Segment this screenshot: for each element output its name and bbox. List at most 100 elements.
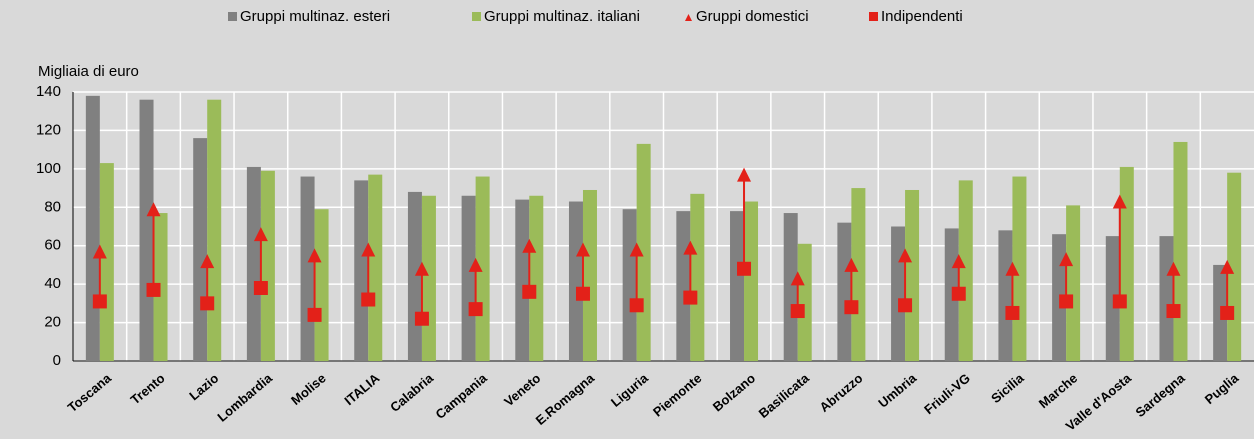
triangle-marker [790, 271, 805, 286]
triangle-marker [951, 254, 966, 269]
bar [851, 188, 866, 361]
bar [368, 174, 383, 361]
bar [421, 195, 436, 361]
bar [407, 191, 422, 361]
triangle-marker [307, 248, 322, 263]
y-tick-label: 0 [53, 352, 61, 369]
triangle-marker [575, 242, 590, 257]
bar [797, 243, 812, 361]
square-marker [146, 282, 161, 297]
triangle-marker [683, 240, 698, 255]
triangle-marker [92, 244, 107, 259]
bar [193, 138, 208, 361]
square-marker [737, 261, 752, 276]
bar [837, 222, 852, 361]
y-tick-label: 120 [36, 121, 61, 138]
bar [85, 95, 100, 361]
bar [461, 195, 476, 361]
square-marker [468, 302, 483, 317]
square-marker [361, 292, 376, 307]
bar [354, 180, 369, 361]
x-tick-label: Lombardia [214, 370, 275, 425]
triangle-marker [898, 248, 913, 263]
square-marker [1112, 294, 1127, 309]
bar [690, 193, 705, 361]
bar [515, 199, 530, 361]
square-marker [683, 290, 698, 305]
triangle-marker [361, 242, 376, 257]
legend-marker [228, 12, 237, 21]
x-tick-label: Sicilia [988, 370, 1027, 406]
legend-label: Gruppi domestici [696, 8, 809, 25]
bar [1066, 205, 1081, 361]
legend-label: Indipendenti [881, 8, 963, 25]
x-tick-label: Molise [288, 370, 329, 408]
bar [783, 213, 798, 361]
legend-label: Gruppi multinaz. esteri [240, 8, 390, 25]
bar [529, 195, 544, 361]
bar [676, 211, 691, 361]
bar [139, 99, 154, 361]
triangle-marker [414, 261, 429, 276]
x-tick-label: Sardegna [1133, 370, 1189, 420]
bar [1173, 141, 1188, 361]
x-tick-label: Campania [433, 370, 491, 422]
bar [300, 176, 315, 361]
triangle-marker [629, 242, 644, 257]
x-tick-label: Umbria [875, 370, 920, 411]
triangle-marker [1166, 261, 1181, 276]
y-tick-label: 140 [36, 83, 61, 100]
bar [730, 211, 745, 361]
square-marker [307, 307, 322, 322]
bar [958, 180, 973, 361]
x-tick-label: Liguria [608, 370, 651, 410]
square-marker [629, 298, 644, 313]
y-tick-label: 80 [44, 198, 61, 215]
x-tick-label: Abruzzo [817, 370, 866, 414]
y-tick-label: 60 [44, 237, 61, 254]
x-tick-label: ITALIA [341, 370, 382, 408]
bar [568, 201, 583, 361]
triangle-marker [737, 167, 752, 182]
bar [905, 189, 920, 361]
square-marker [1166, 304, 1181, 319]
bar [744, 201, 759, 361]
legend-marker [869, 12, 878, 21]
square-marker [200, 296, 215, 311]
triangle-marker [1112, 194, 1127, 209]
triangle-marker [1059, 252, 1074, 267]
bar [314, 209, 329, 361]
triangle-marker [522, 238, 537, 253]
square-marker [844, 300, 859, 315]
bar [1119, 166, 1134, 361]
x-tick-label: Bolzano [710, 370, 758, 414]
y-tick-label: 40 [44, 275, 61, 292]
x-tick-label: Lazio [186, 370, 221, 403]
square-marker [92, 294, 107, 309]
bar [622, 209, 637, 361]
bar [99, 163, 114, 361]
x-tick-label: Trento [128, 370, 168, 407]
legend-marker [685, 14, 692, 21]
legend-marker [472, 12, 481, 21]
bar [998, 230, 1013, 361]
bar [891, 226, 906, 361]
x-tick-label: Puglia [1202, 370, 1242, 407]
triangle-marker [844, 257, 859, 272]
x-tick-label: Calabria [387, 370, 437, 415]
triangle-marker [1220, 259, 1235, 274]
triangle-marker [146, 202, 161, 217]
square-marker [575, 286, 590, 301]
square-marker [1005, 305, 1020, 320]
x-tick-label: E.Romagna [533, 370, 598, 428]
x-tick-label: Friuli-VG [921, 370, 973, 417]
x-tick-label: Marche [1036, 370, 1081, 411]
square-marker [898, 298, 913, 313]
legend-label: Gruppi multinaz. italiani [484, 8, 640, 25]
x-tick-label: Basilicata [756, 370, 813, 421]
bar [1159, 236, 1174, 361]
bar [582, 189, 597, 361]
triangle-marker [468, 257, 483, 272]
square-marker [253, 280, 268, 295]
